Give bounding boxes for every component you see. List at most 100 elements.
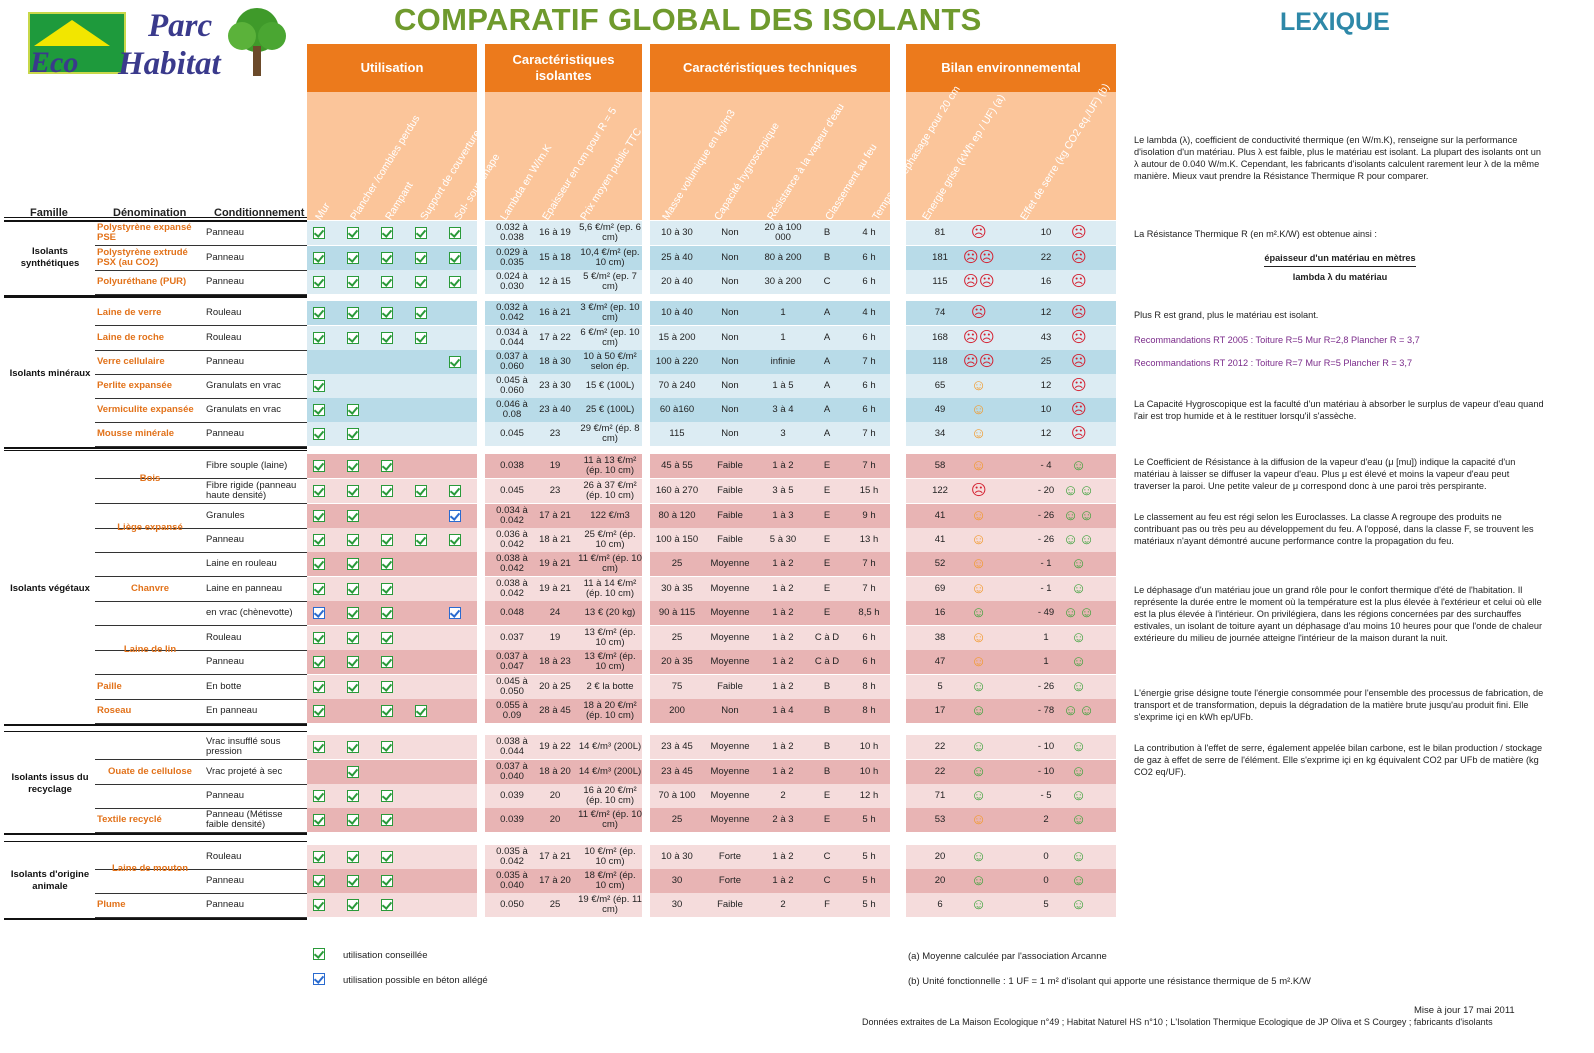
cell-lambda: 0.037 à 0.060 (496, 351, 528, 372)
cell-feu: E (823, 814, 831, 825)
cell-prix: 3 €/m² (ep. 10 cm) (580, 302, 640, 323)
cell-prix: 14 €/m³ (200L) (578, 741, 642, 752)
row-separator (95, 869, 307, 870)
cell-ep: 17 à 20 (539, 875, 571, 886)
row-band (906, 699, 1116, 723)
legend-blue-label: utilisation possible en béton allégé (343, 975, 488, 986)
cell-ep: 19 à 22 (539, 741, 571, 752)
row-separator (95, 759, 307, 760)
cell-hygro: Faible (717, 681, 743, 692)
logo-text-habitat: Habitat (118, 46, 221, 82)
family-top-line (4, 841, 307, 842)
cell-deph: 4 h (862, 307, 876, 318)
cell-vap: 1 (780, 307, 786, 318)
row-band (650, 270, 890, 294)
effet-serre-face-icon: ☺ (1071, 848, 1087, 865)
cell-feu: B (823, 681, 831, 692)
row-separator (95, 723, 307, 724)
cell-masse: 20 à 35 (661, 656, 693, 667)
note-vapeur: Le Coefficient de Résistance à la diffus… (1134, 457, 1516, 491)
conditionnement: Vrac insufflé sous pression (206, 736, 281, 757)
family-separator (4, 447, 307, 449)
check-icon (313, 332, 325, 344)
check-icon (347, 656, 359, 668)
cell-ep: 20 (549, 814, 561, 825)
cell-feu: A (823, 380, 831, 391)
row-band (485, 808, 642, 832)
cell-deph: 7 h (862, 558, 876, 569)
energie-grise-face-icon: ☹ (971, 224, 987, 241)
cell-lambda: 0.048 (500, 607, 524, 618)
energie-grise-face-icon: ☺ (971, 787, 987, 804)
cell-vap: 1 à 2 (772, 632, 794, 643)
cell-deph: 7 h (862, 583, 876, 594)
cell-prix: 29 €/m² (ép. 8 cm) (580, 423, 640, 444)
cell-masse: 10 à 30 (661, 851, 693, 862)
cell-vap: 1 à 4 (772, 705, 794, 716)
energie-grise-face-icon: ☺ (971, 678, 987, 695)
row-band (650, 601, 890, 625)
row-band (650, 760, 890, 784)
row-band (650, 869, 890, 893)
cell-ep: 28 à 45 (539, 705, 571, 716)
cell-feu: E (823, 534, 831, 545)
effet-serre-face-icon: ☺ (1071, 811, 1087, 828)
cell-prix: 14 €/m³ (200L) (578, 766, 642, 777)
denomination: Paille (97, 681, 122, 692)
check-icon (347, 404, 359, 416)
conditionnement: Panneau (206, 356, 245, 367)
row-separator (95, 374, 307, 375)
cell-vap: 1 à 2 (772, 875, 794, 886)
check-icon (347, 534, 359, 546)
cell-prix: 18 €/m² (ép. 10 cm) (584, 870, 636, 891)
conditionnement: Laine en rouleau (206, 558, 277, 569)
cell-es: 5 (1043, 899, 1049, 910)
cell-deph: 6 h (862, 380, 876, 391)
cell-ep: 15 à 18 (539, 252, 571, 263)
cell-feu: C à D (814, 632, 840, 643)
effet-serre-face-icon: ☹ (1071, 224, 1087, 241)
energie-grise-face-icon: ☹ (963, 249, 979, 266)
cell-eg: 5 (937, 681, 943, 692)
cell-eg: 41 (934, 534, 946, 545)
cell-lambda: 0.038 à 0.042 (496, 553, 528, 574)
check-icon (313, 307, 325, 319)
effet-serre-face-icon: ☹ (1071, 329, 1087, 346)
group-label: Ouate de cellulose (108, 765, 192, 777)
cell-deph: 5 h (862, 899, 876, 910)
row-separator (95, 350, 307, 351)
row-band (906, 601, 1116, 625)
cell-lambda: 0.038 à 0.042 (496, 578, 528, 599)
row-band (485, 601, 642, 625)
cell-deph: 13 h (859, 534, 879, 545)
section-bilan-environnemental: Bilan environnemental (906, 44, 1116, 92)
check-icon (381, 227, 393, 239)
row-separator (95, 699, 307, 700)
check-icon (415, 485, 427, 497)
conditionnement: Panneau (206, 276, 245, 287)
check-icon (347, 332, 359, 344)
cell-ep: 18 à 23 (539, 656, 571, 667)
row-separator (95, 294, 307, 295)
check-icon (347, 276, 359, 288)
row-band (485, 650, 642, 674)
cell-deph: 5 h (862, 875, 876, 886)
check-icon (313, 814, 325, 826)
cell-masse: 45 à 55 (661, 460, 693, 471)
check-icon (449, 252, 461, 264)
cell-prix: 19 €/m² (ép. 11 cm) (578, 894, 642, 915)
cell-deph: 5 h (862, 814, 876, 825)
family-label: Isolants d'origine animale (10, 869, 90, 892)
cell-hygro: Moyenne (710, 583, 750, 594)
energie-grise-face-icon: ☺ (971, 872, 987, 889)
cell-lambda: 0.038 à 0.044 (496, 736, 528, 757)
row-band (485, 221, 642, 245)
check-icon (381, 534, 393, 546)
row-band (906, 374, 1116, 398)
cell-ep: 25 (549, 899, 561, 910)
cell-hygro: Moyenne (710, 790, 750, 801)
denomination: Polystyrène extrudé PSX (au CO2) (97, 247, 188, 268)
cell-feu: F (824, 899, 830, 910)
effet-serre-face-icon: ☺ (1071, 787, 1087, 804)
cell-deph: 8 h (862, 705, 876, 716)
